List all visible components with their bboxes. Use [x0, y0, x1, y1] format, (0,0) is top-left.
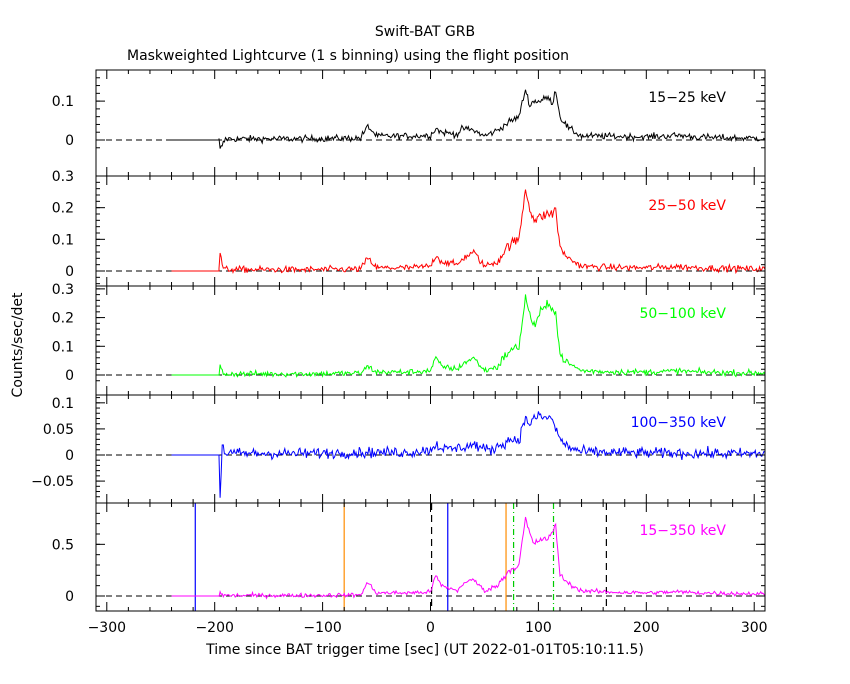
y-tick-label: 0: [65, 264, 74, 280]
y-tick-label: 0.3: [52, 169, 74, 185]
y-tick-label: 0: [65, 133, 74, 149]
chart-subtitle: Maskweighted Lightcurve (1 s binning) us…: [127, 48, 569, 64]
panel-4: −0.05 0 0.05 0.1 100−350 keV: [31, 394, 766, 504]
y-tick-label: 0.1: [52, 232, 74, 248]
series-label: 25−50 keV: [648, 198, 726, 214]
y-tick-label: 0.5: [52, 537, 74, 553]
y-tick-label: 0.1: [52, 94, 74, 110]
y-tick-label: 0.1: [52, 339, 74, 355]
y-tick-label: 0.2: [52, 311, 74, 327]
series-label: 50−100 keV: [639, 306, 726, 322]
y-tick-label: −0.05: [31, 474, 74, 490]
x-tick-label: 200: [633, 620, 660, 636]
panel-frame: [95, 69, 766, 177]
y-tick-label: 0.2: [52, 201, 74, 217]
y-tick-label: 0: [65, 368, 74, 384]
x-axis-label: Time since BAT trigger time [sec] (UT 20…: [205, 642, 644, 658]
y-tick-label: 0: [65, 589, 74, 605]
x-tick-label: 100: [525, 620, 552, 636]
lightcurve-series: [171, 294, 765, 378]
panel-frame: [95, 502, 766, 612]
y-tick-label: 0: [65, 448, 74, 464]
series-label: 15−25 keV: [648, 90, 726, 106]
panel-3: 0 0.1 0.2 0.3 50−100 keV: [52, 282, 766, 396]
panel-2: 0 0.1 0.2 0.3 25−50 keV: [52, 169, 766, 287]
lightcurve-series: [171, 189, 765, 275]
lightcurve-series: [171, 411, 765, 498]
panel-5: 0 0.5 15−350 keV: [52, 502, 766, 612]
lightcurve-series: [171, 516, 765, 600]
y-tick-label: 0.05: [43, 422, 74, 438]
lightcurve-series: [171, 89, 765, 149]
panel-frame: [95, 175, 766, 287]
x-tick-label: 0: [426, 620, 435, 636]
panel-1: 0 0.1 15−25 keV: [52, 69, 766, 177]
x-tick-label: 300: [741, 620, 768, 636]
series-label: 100−350 keV: [631, 415, 727, 431]
y-tick-label: 0.1: [52, 396, 74, 412]
panel-frame: [95, 285, 766, 396]
x-tick-label: −200: [195, 620, 233, 636]
y-tick-label: 0.3: [52, 282, 74, 298]
series-label: 15−350 keV: [639, 523, 726, 539]
x-tick-label: −300: [88, 620, 126, 636]
y-axis-label: Counts/sec/det: [10, 292, 26, 397]
chart-title: Swift-BAT GRB: [375, 24, 475, 40]
x-tick-label: −100: [303, 620, 341, 636]
